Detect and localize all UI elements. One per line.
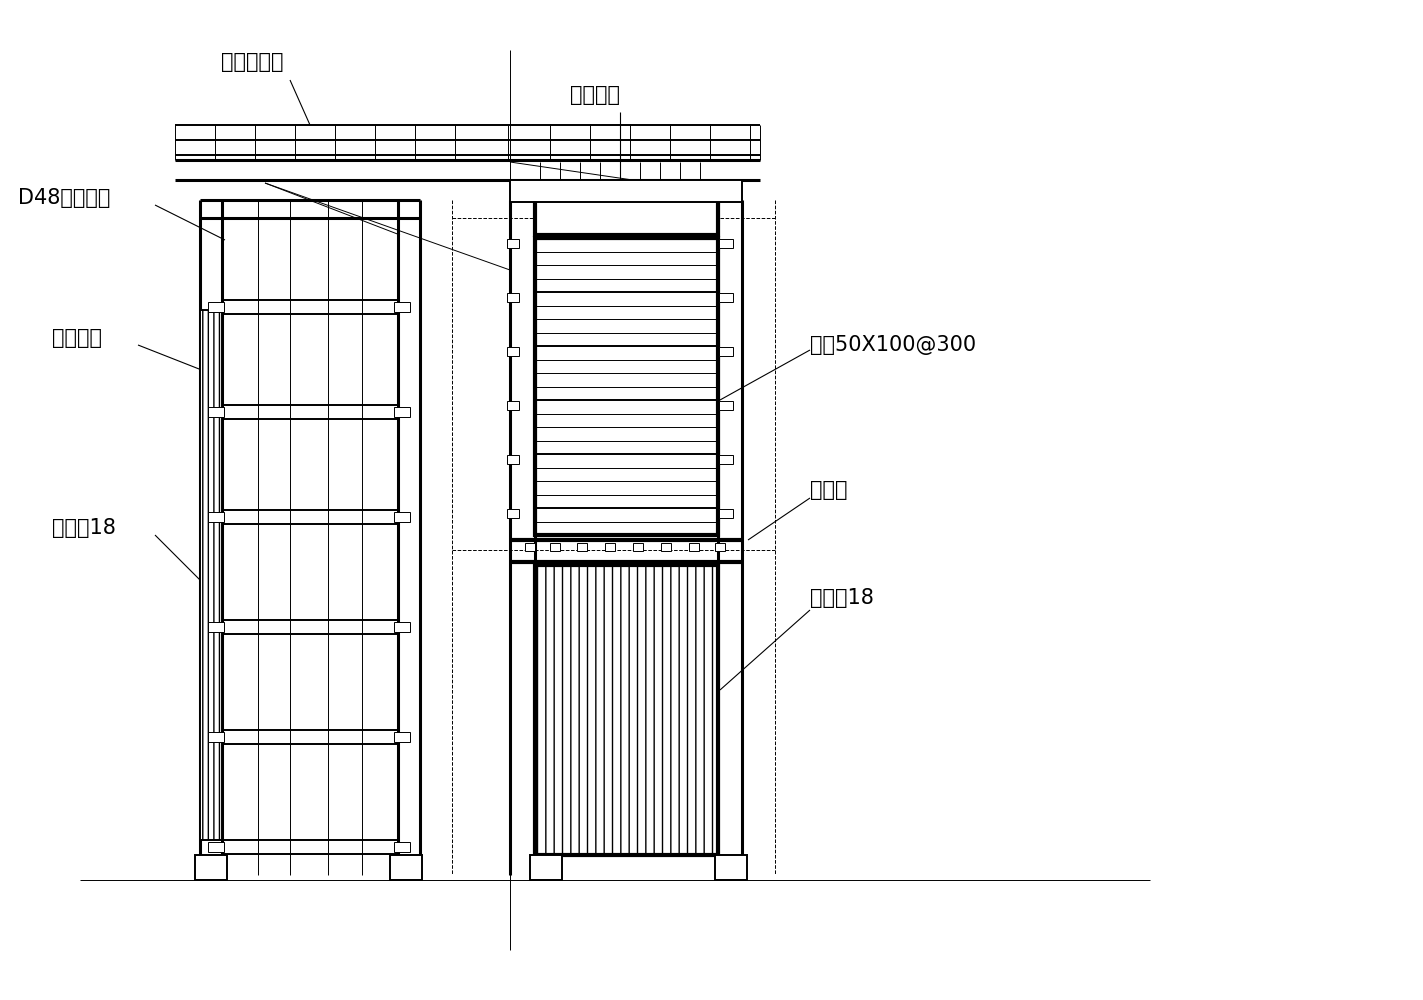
Bar	[208, 622, 223, 632]
Bar	[507, 455, 519, 464]
Text: 木板厚18: 木板厚18	[53, 518, 115, 538]
Bar	[507, 509, 519, 518]
Bar	[576, 543, 588, 551]
Bar	[633, 543, 643, 551]
Bar	[208, 842, 223, 852]
Text: 木板厚18: 木板厚18	[810, 588, 874, 608]
Bar	[714, 543, 724, 551]
Bar	[195, 855, 228, 880]
Bar	[719, 455, 733, 464]
Bar	[605, 543, 615, 551]
Bar	[714, 855, 747, 880]
Bar	[507, 347, 519, 356]
Bar	[394, 732, 410, 742]
Bar	[662, 543, 672, 551]
Bar	[507, 293, 519, 302]
Text: 六九木方: 六九木方	[53, 328, 102, 348]
Text: 方仓仓壁: 方仓仓壁	[571, 85, 620, 105]
Bar	[394, 302, 410, 312]
Bar	[719, 293, 733, 302]
Bar	[535, 238, 719, 535]
Text: 提升架: 提升架	[810, 480, 848, 500]
Bar	[719, 509, 733, 518]
Bar	[719, 239, 733, 248]
Bar	[719, 401, 733, 410]
Bar	[208, 302, 223, 312]
Bar	[535, 565, 719, 855]
Text: D48钢管桁架: D48钢管桁架	[18, 188, 111, 208]
Bar	[394, 512, 410, 522]
Bar	[535, 195, 719, 235]
Bar	[208, 512, 223, 522]
Bar	[208, 407, 223, 417]
Bar	[208, 732, 223, 742]
Bar	[507, 401, 519, 410]
Bar	[525, 543, 535, 551]
Bar	[689, 543, 699, 551]
Bar	[394, 622, 410, 632]
Text: 木方50X100@300: 木方50X100@300	[810, 335, 976, 355]
Bar	[551, 543, 561, 551]
Bar	[201, 310, 222, 840]
Text: 外挑三角架: 外挑三角架	[221, 52, 283, 72]
Bar	[529, 855, 562, 880]
Bar	[507, 239, 519, 248]
Bar	[394, 842, 410, 852]
Bar	[719, 347, 733, 356]
Bar	[394, 407, 410, 417]
Bar	[509, 180, 741, 202]
Bar	[390, 855, 423, 880]
